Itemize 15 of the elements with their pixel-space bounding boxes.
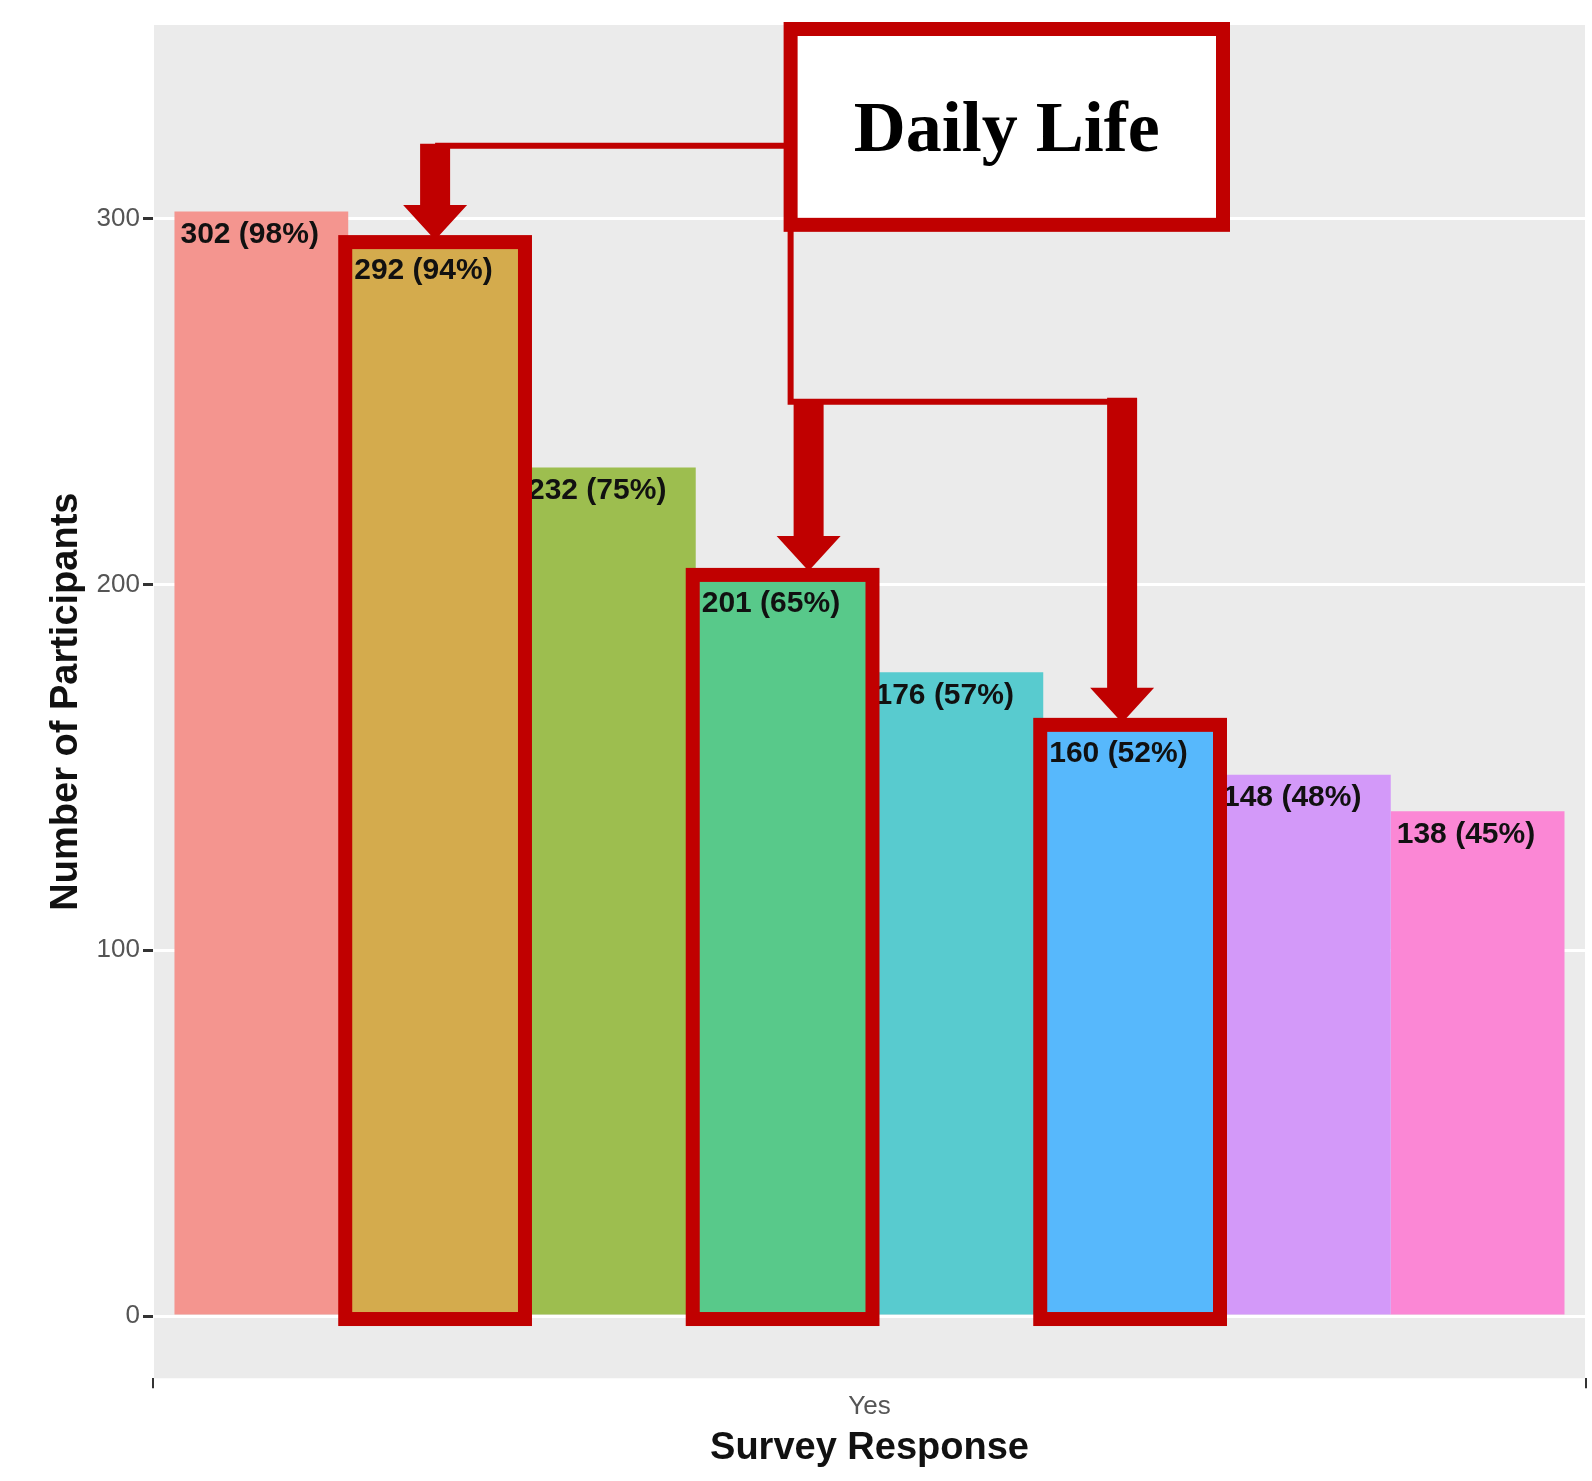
y-axis-title: Number of Participants [43,492,86,911]
y-tick-label: 200 [96,567,140,598]
y-tick-label: 300 [96,202,140,233]
x-axis-title: Survey Response [710,1424,1029,1467]
y-tick-label: 100 [96,933,140,964]
data-label: 138 (45%) [1396,815,1536,849]
annotation: Daily Life [853,86,1160,167]
data-label: 302 (98%) [180,215,319,249]
data-label: 292 (94%) [354,252,493,286]
x-tick-label: Yes [848,1389,891,1420]
y-tick-label: 0 [125,1299,140,1330]
data-label: 148 (48%) [1223,779,1362,813]
data-label: 160 (52%) [1049,735,1188,769]
data-label: 201 (65%) [701,585,841,619]
data-label: 176 (57%) [875,676,1014,710]
